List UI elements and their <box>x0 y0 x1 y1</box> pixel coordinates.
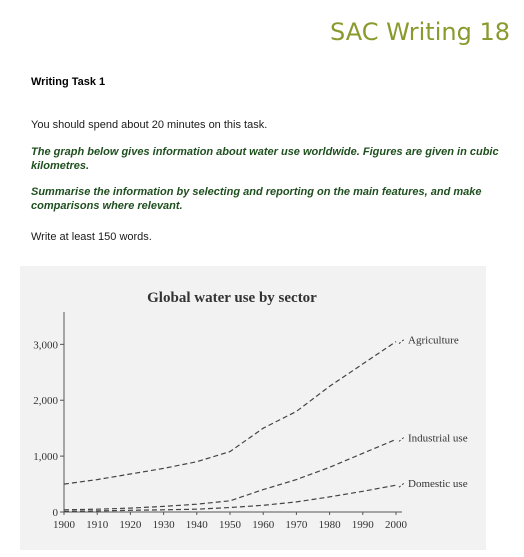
series-label: Industrial use <box>408 432 468 444</box>
task-summary-prompt: Summarise the information by selecting a… <box>31 186 482 212</box>
series-label-leader <box>398 436 405 442</box>
x-tick-label: 1910 <box>86 519 109 531</box>
x-tick-label: 1940 <box>186 519 209 531</box>
x-tick-label: 1960 <box>252 519 275 531</box>
x-tick-label: 2000 <box>385 519 408 531</box>
series-label: Agriculture <box>408 335 459 347</box>
word-count: Write at least 150 words. <box>31 231 152 243</box>
series-labels: Agriculture Industrial use Domestic use <box>398 335 468 490</box>
series-label-leader <box>398 482 405 488</box>
chart-container: Global water use by sector 0 1,000 2,000 3,… <box>20 266 486 550</box>
chart-series <box>63 341 397 512</box>
y-tick-label: 3,000 <box>33 339 58 351</box>
y-tick-label: 2,000 <box>33 395 58 407</box>
x-tick-label: 1990 <box>352 519 375 531</box>
line-chart: Global water use by sector 0 1,000 2,000 3,… <box>20 266 486 550</box>
x-tick-label: 1980 <box>319 519 342 531</box>
series-line <box>63 438 397 511</box>
x-tick-label: 1970 <box>285 519 308 531</box>
x-tick-label: 1900 <box>53 519 76 531</box>
chart-title: Global water use by sector <box>147 290 317 306</box>
header-title: SAC Writing 18 <box>330 18 510 46</box>
x-tick-label: 1930 <box>153 519 176 531</box>
chart-background <box>20 266 486 550</box>
series-label: Domestic use <box>408 478 468 490</box>
chart-axes: 0 1,000 2,000 3,000 1900 1910 1920 1930 1940 1950… <box>33 312 408 531</box>
series-label-leader <box>398 339 405 344</box>
x-tick-label: 1950 <box>219 519 242 531</box>
task-description: The graph below gives information about … <box>31 146 499 172</box>
task-label: Writing Task 1 <box>31 76 106 88</box>
x-tick-label: 1920 <box>119 519 142 531</box>
y-tick-label: 0 <box>53 507 59 519</box>
task-instruction: You should spend about 20 minutes on thi… <box>31 119 268 131</box>
y-tick-label: 1,000 <box>33 451 58 463</box>
series-line <box>63 341 397 485</box>
